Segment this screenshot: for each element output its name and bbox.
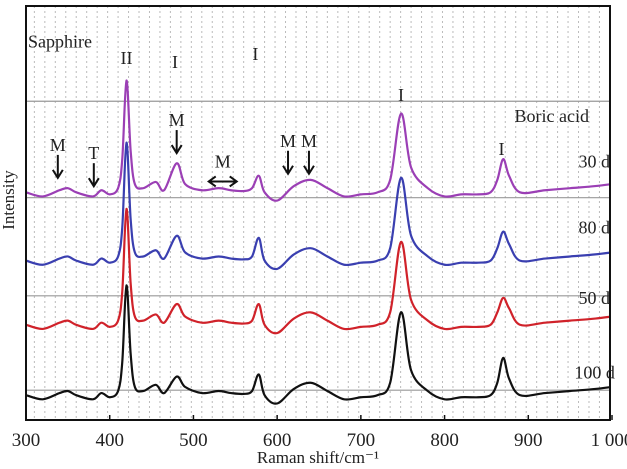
annotation-label: II bbox=[120, 48, 132, 68]
series-label: 80 d bbox=[579, 218, 611, 238]
x-axis-label: Raman shift/cm⁻¹ bbox=[257, 448, 379, 467]
series-line-30d bbox=[26, 79, 610, 202]
arrow-head-icon bbox=[303, 165, 315, 176]
series-group bbox=[26, 79, 610, 405]
x-tick-label: 700 bbox=[347, 430, 376, 451]
x-tick-label: 500 bbox=[179, 430, 208, 451]
x-ticks: 300 400 500 600 700 800 900 1 000 bbox=[12, 415, 627, 451]
series-line-80d bbox=[26, 141, 610, 271]
x-tick-label: 300 bbox=[12, 430, 41, 451]
x-tick-label: 800 bbox=[430, 430, 459, 451]
plot-frame bbox=[25, 5, 611, 421]
annotation-label: I bbox=[172, 52, 178, 72]
arrow-head-icon bbox=[51, 169, 64, 180]
annotation-label: I bbox=[498, 139, 504, 159]
annotation-label: Sapphire bbox=[28, 31, 92, 51]
grid bbox=[26, 6, 611, 420]
annotation-label: M bbox=[169, 110, 185, 130]
series-line-100d bbox=[26, 284, 610, 405]
y-axis-label: Intensity bbox=[0, 170, 18, 230]
annotation-label: M bbox=[301, 131, 317, 151]
annotation-label: I bbox=[252, 44, 258, 64]
annotation-label: Boric acid bbox=[514, 106, 588, 126]
series-label: 50 d bbox=[579, 288, 611, 308]
annotation-label: M bbox=[50, 135, 66, 155]
arrow-head-icon bbox=[170, 144, 183, 155]
series-label: 100 d bbox=[574, 363, 615, 383]
x-tick-label: 900 bbox=[514, 430, 543, 451]
annotation-label: I bbox=[398, 85, 404, 105]
arrow-head-icon bbox=[282, 165, 294, 176]
annotation-label: M bbox=[215, 151, 231, 171]
x-tick-label: 400 bbox=[95, 430, 124, 451]
series-line-50d bbox=[26, 207, 610, 335]
arrow-head-icon bbox=[87, 177, 100, 189]
arrow-head-icon bbox=[207, 175, 239, 188]
series-label: 30 d bbox=[579, 151, 611, 171]
annotation-label: M bbox=[280, 131, 296, 151]
annotation-label: T bbox=[88, 143, 99, 163]
x-tick-label: 1 000 bbox=[591, 430, 627, 451]
x-tick-label: 600 bbox=[263, 430, 292, 451]
